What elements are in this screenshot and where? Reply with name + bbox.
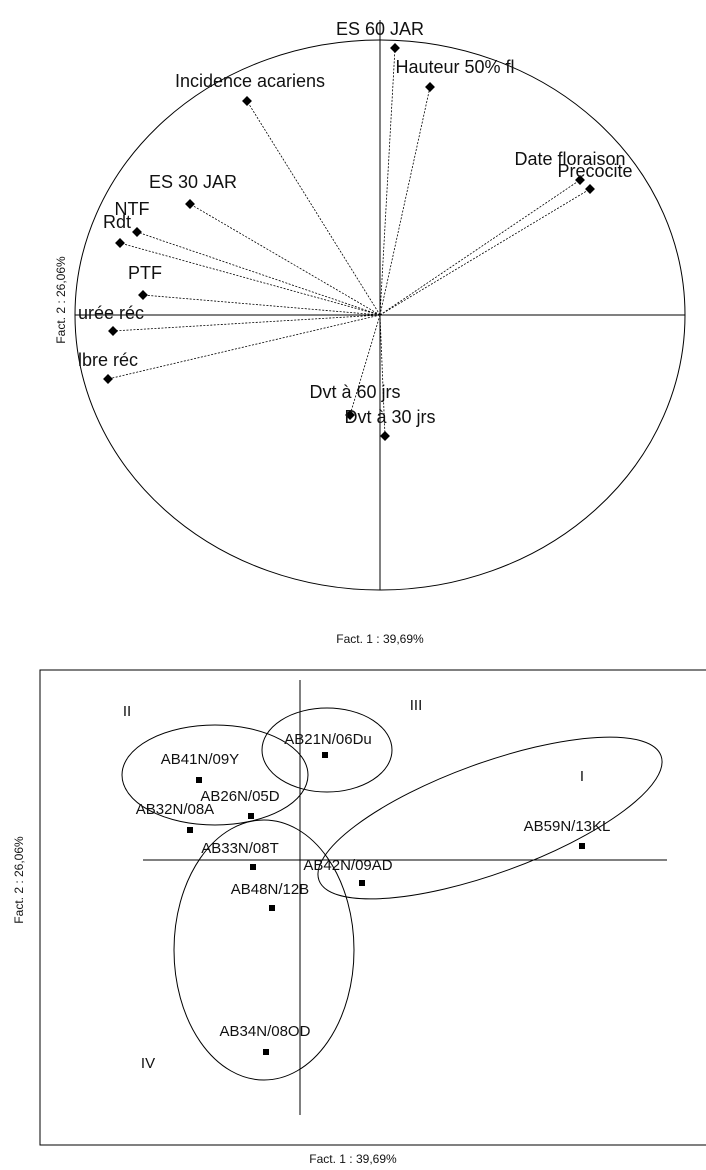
point-label: AB34N/08OD — [220, 1023, 311, 1040]
group-label: IV — [141, 1055, 155, 1072]
variable-label: Date floraison — [514, 149, 625, 169]
point-label: AB33N/08T — [201, 840, 279, 857]
group-ellipse — [317, 736, 663, 900]
x-axis-label: Fact. 1 : 39,69% — [336, 632, 424, 646]
variable-label: NTF — [115, 199, 150, 219]
vector — [246, 100, 381, 316]
variable-label: Dvt à 30 jrs — [344, 407, 435, 427]
point — [322, 752, 328, 758]
variable-label: Incidence acariens — [175, 71, 325, 91]
plot-frame — [39, 669, 706, 1146]
vector — [142, 294, 381, 316]
vector — [136, 231, 381, 316]
point — [269, 905, 275, 911]
vector-tip — [103, 374, 113, 384]
vector — [119, 242, 381, 316]
point-label: AB32N/08A — [136, 801, 214, 818]
point-label: AB41N/09Y — [161, 751, 239, 768]
vector-tip — [380, 431, 390, 441]
group-ellipse — [173, 819, 355, 1081]
point-label: AB59N/13KL — [524, 818, 611, 835]
vector-tip — [390, 43, 400, 53]
vector-tip — [425, 82, 435, 92]
vector — [379, 47, 396, 316]
vector-tip — [242, 96, 252, 106]
vector-tip — [585, 184, 595, 194]
point-label: AB48N/12B — [231, 881, 309, 898]
variable-label: Hauteur 50% fl — [395, 57, 514, 77]
point-label: AB26N/05D — [200, 788, 279, 805]
vector — [189, 203, 381, 316]
variable-label: PTF — [128, 263, 162, 283]
vector-tip — [138, 290, 148, 300]
y-axis-label: Fact. 2 : 26,06% — [12, 836, 26, 924]
vector-tip — [132, 227, 142, 237]
y-axis-label: Fact. 2 : 26,06% — [54, 256, 68, 344]
variable-label: urée réc — [78, 303, 144, 323]
point — [263, 1049, 269, 1055]
vector — [379, 179, 581, 316]
variable-label: Rdt — [103, 212, 131, 232]
point — [196, 777, 202, 783]
point — [579, 843, 585, 849]
vector-tip — [345, 410, 355, 420]
point — [359, 880, 365, 886]
vector-tip — [185, 199, 195, 209]
group-label: I — [580, 768, 584, 785]
point — [187, 827, 193, 833]
vector — [379, 86, 431, 316]
vector-tip — [115, 238, 125, 248]
point — [248, 813, 254, 819]
point-label: AB21N/06Du — [284, 731, 372, 748]
point-label: AB42N/09AD — [303, 857, 392, 874]
vector — [112, 314, 381, 332]
point — [250, 864, 256, 870]
vector-tip — [575, 175, 585, 185]
variable-label: Dvt à 60 jrs — [309, 382, 400, 402]
variable-label: ES 30 JAR — [149, 172, 237, 192]
variable-label: Precocite — [557, 161, 632, 181]
vector-tip — [108, 326, 118, 336]
vector — [379, 188, 591, 316]
group-label: III — [410, 697, 423, 714]
x-axis-label: Fact. 1 : 39,69% — [309, 1152, 397, 1166]
vector — [379, 314, 386, 437]
variable-label: lbre réc — [78, 350, 138, 370]
group-ellipse — [261, 707, 393, 793]
variable-label: ES 60 JAR — [336, 19, 424, 39]
vector — [107, 314, 381, 380]
group-ellipse — [121, 724, 309, 826]
group-label: II — [123, 703, 131, 720]
